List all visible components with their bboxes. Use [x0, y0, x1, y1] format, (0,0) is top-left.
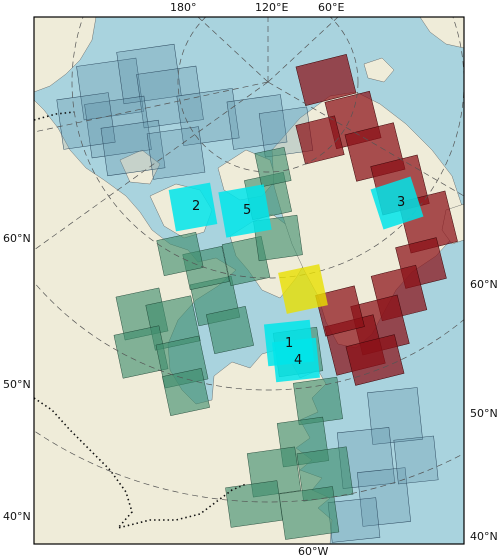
- top-label-180: 180°: [170, 1, 197, 14]
- region-4: [272, 337, 320, 383]
- top-label-120e: 120°E: [255, 1, 289, 14]
- right-label-60n: 60°N: [470, 278, 498, 291]
- region-label-4: 4: [294, 353, 302, 368]
- region-3: [370, 176, 424, 230]
- cyan-regions: [168, 176, 424, 383]
- region-label-3: 3: [397, 195, 405, 210]
- region-label-5: 5: [243, 203, 251, 218]
- region-2: [168, 182, 218, 232]
- alaska-land: [34, 17, 97, 93]
- europe-land: [419, 17, 464, 49]
- left-label-50n: 50°N: [3, 378, 31, 391]
- map-frame: [33, 16, 465, 545]
- left-label-60n: 60°N: [3, 232, 31, 245]
- region-label-1: 1: [285, 336, 293, 351]
- right-label-40n: 40°N: [470, 530, 498, 543]
- border-line: [34, 397, 247, 530]
- yellow-region: [278, 264, 328, 314]
- region-label-2: 2: [192, 199, 200, 214]
- blue-footprints: [56, 43, 439, 543]
- region-5: [218, 184, 272, 238]
- graticule: [34, 17, 464, 503]
- top-label-60e: 60°E: [318, 1, 345, 14]
- alaska-border-line: [34, 111, 75, 121]
- bottom-label-60w: 60°W: [298, 545, 329, 558]
- arctic-island-banks: [119, 149, 161, 185]
- svalbard-land: [363, 57, 395, 83]
- red-footprints: [295, 54, 458, 386]
- right-label-50n: 50°N: [470, 407, 498, 420]
- left-label-40n: 40°N: [3, 510, 31, 523]
